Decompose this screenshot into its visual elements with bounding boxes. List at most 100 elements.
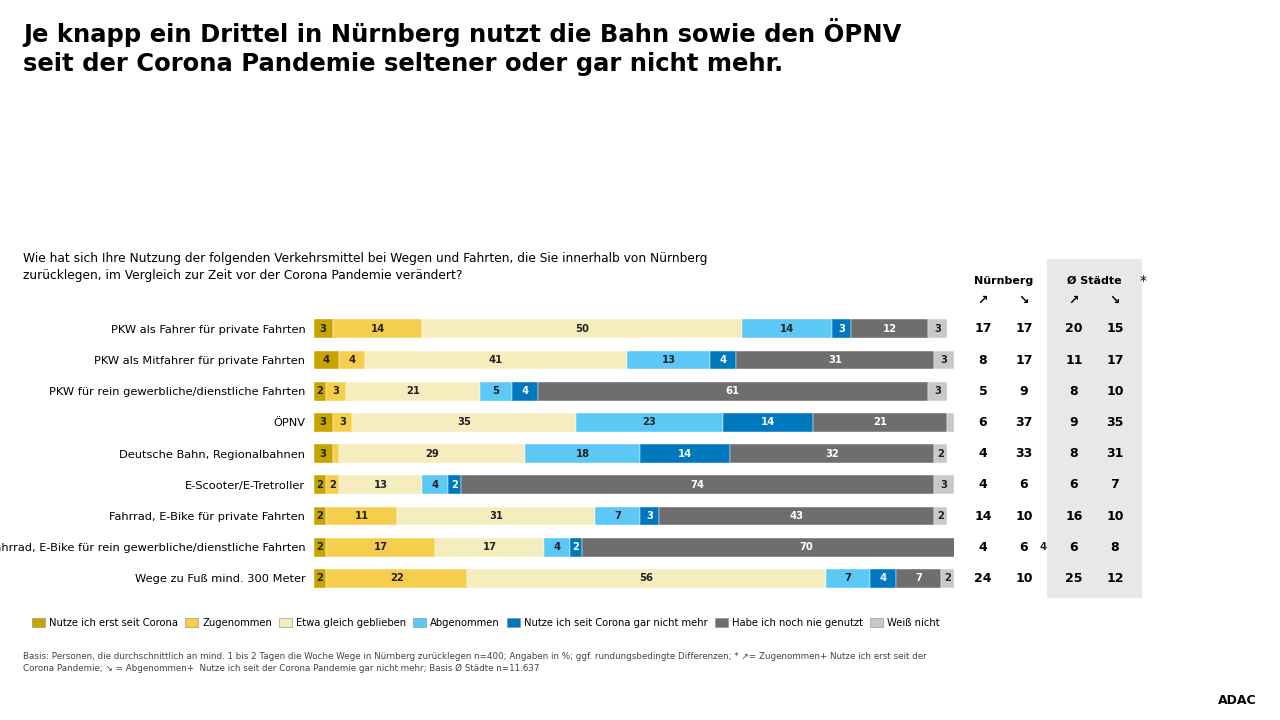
Bar bbox=[640, 507, 659, 526]
Bar bbox=[538, 382, 928, 400]
Bar bbox=[435, 538, 544, 557]
Text: 3: 3 bbox=[339, 418, 346, 428]
Bar bbox=[326, 538, 435, 557]
Bar bbox=[422, 320, 742, 338]
Bar bbox=[314, 475, 326, 494]
Bar bbox=[595, 507, 640, 526]
Text: 8: 8 bbox=[1070, 384, 1078, 397]
Bar bbox=[627, 351, 710, 369]
Text: 17: 17 bbox=[1015, 323, 1033, 336]
Text: 10: 10 bbox=[1106, 384, 1124, 397]
Bar bbox=[314, 507, 326, 526]
Text: 18: 18 bbox=[575, 449, 590, 459]
Text: 2: 2 bbox=[329, 480, 337, 490]
Text: 8: 8 bbox=[1111, 541, 1119, 554]
Text: 9: 9 bbox=[1070, 416, 1078, 429]
Legend: Nutze ich erst seit Corona, Zugenommen, Etwa gleich geblieben, Abgenommen, Nutze: Nutze ich erst seit Corona, Zugenommen, … bbox=[28, 614, 943, 632]
Text: 15: 15 bbox=[1106, 323, 1124, 336]
Text: 14: 14 bbox=[370, 324, 385, 334]
Text: Basis: Personen, die durchschnittlich an mind. 1 bis 2 Tagen die Woche Wege in N: Basis: Personen, die durchschnittlich an… bbox=[23, 652, 927, 672]
Bar bbox=[710, 351, 736, 369]
Text: 35: 35 bbox=[1106, 416, 1124, 429]
Text: 2: 2 bbox=[937, 511, 945, 521]
Bar bbox=[314, 413, 333, 432]
Text: 6: 6 bbox=[979, 416, 987, 429]
Text: 4: 4 bbox=[979, 478, 987, 491]
Bar bbox=[941, 569, 954, 588]
Text: 4: 4 bbox=[521, 386, 529, 396]
Text: 13: 13 bbox=[662, 355, 676, 365]
Bar bbox=[640, 444, 730, 463]
Text: 3: 3 bbox=[646, 511, 653, 521]
Bar bbox=[333, 413, 352, 432]
Text: 31: 31 bbox=[828, 355, 842, 365]
Text: 7: 7 bbox=[1111, 478, 1119, 491]
Bar bbox=[365, 351, 627, 369]
Text: 3: 3 bbox=[934, 386, 941, 396]
Text: 6: 6 bbox=[1070, 478, 1078, 491]
Text: ADAC: ADAC bbox=[1219, 694, 1257, 707]
Bar bbox=[339, 475, 422, 494]
Bar bbox=[326, 507, 397, 526]
Bar bbox=[570, 538, 582, 557]
Bar bbox=[934, 475, 954, 494]
Text: 4: 4 bbox=[719, 355, 727, 365]
Text: 2: 2 bbox=[316, 386, 324, 396]
Bar bbox=[723, 413, 813, 432]
Text: 17: 17 bbox=[374, 542, 388, 552]
Text: 2: 2 bbox=[572, 542, 580, 552]
Text: 37: 37 bbox=[1015, 416, 1033, 429]
Text: Wie hat sich Ihre Nutzung der folgenden Verkehrsmittel bei Wegen und Fahrten, di: Wie hat sich Ihre Nutzung der folgenden … bbox=[23, 252, 708, 282]
Bar bbox=[339, 351, 365, 369]
Bar bbox=[947, 413, 954, 432]
Bar bbox=[314, 320, 333, 338]
Bar bbox=[1030, 538, 1056, 557]
Bar bbox=[928, 382, 947, 400]
Text: 7: 7 bbox=[614, 511, 621, 521]
Bar bbox=[326, 382, 346, 400]
Text: 22: 22 bbox=[390, 573, 403, 583]
Text: 3: 3 bbox=[941, 480, 947, 490]
Text: 14: 14 bbox=[760, 418, 776, 428]
Bar bbox=[813, 413, 947, 432]
Text: 61: 61 bbox=[726, 386, 740, 396]
Text: 10: 10 bbox=[1106, 510, 1124, 523]
Bar bbox=[397, 507, 595, 526]
Text: 3: 3 bbox=[320, 449, 326, 459]
Text: 31: 31 bbox=[1106, 447, 1124, 460]
Text: 4: 4 bbox=[979, 541, 987, 554]
Text: 2: 2 bbox=[316, 511, 324, 521]
Text: 10: 10 bbox=[1015, 510, 1033, 523]
Text: 12: 12 bbox=[883, 324, 896, 334]
Bar bbox=[736, 351, 934, 369]
Bar bbox=[870, 569, 896, 588]
Bar bbox=[422, 475, 448, 494]
Bar bbox=[544, 538, 570, 557]
Text: 2: 2 bbox=[316, 573, 324, 583]
Bar bbox=[314, 538, 326, 557]
Text: 9: 9 bbox=[1020, 384, 1028, 397]
Text: 14: 14 bbox=[780, 324, 795, 334]
Text: 4: 4 bbox=[323, 355, 330, 365]
Text: 31: 31 bbox=[489, 511, 503, 521]
Text: 23: 23 bbox=[643, 418, 657, 428]
Text: ↘: ↘ bbox=[1110, 294, 1120, 307]
Text: 3: 3 bbox=[333, 386, 339, 396]
Text: 3: 3 bbox=[320, 324, 326, 334]
Bar bbox=[659, 507, 934, 526]
Text: 4: 4 bbox=[1039, 542, 1047, 552]
Bar bbox=[314, 444, 333, 463]
Bar bbox=[928, 320, 947, 338]
Text: Je knapp ein Drittel in Nürnberg nutzt die Bahn sowie den ÖPNV
seit der Corona P: Je knapp ein Drittel in Nürnberg nutzt d… bbox=[23, 18, 901, 76]
Text: 8: 8 bbox=[979, 354, 987, 366]
Text: 74: 74 bbox=[691, 480, 704, 490]
Bar bbox=[467, 569, 826, 588]
Bar bbox=[832, 320, 851, 338]
Bar bbox=[352, 413, 576, 432]
Bar bbox=[730, 444, 934, 463]
Text: ↗: ↗ bbox=[1069, 294, 1079, 307]
Text: 6: 6 bbox=[1070, 541, 1078, 554]
Bar bbox=[512, 382, 538, 400]
Text: 24: 24 bbox=[974, 572, 992, 585]
Text: 21: 21 bbox=[406, 386, 420, 396]
